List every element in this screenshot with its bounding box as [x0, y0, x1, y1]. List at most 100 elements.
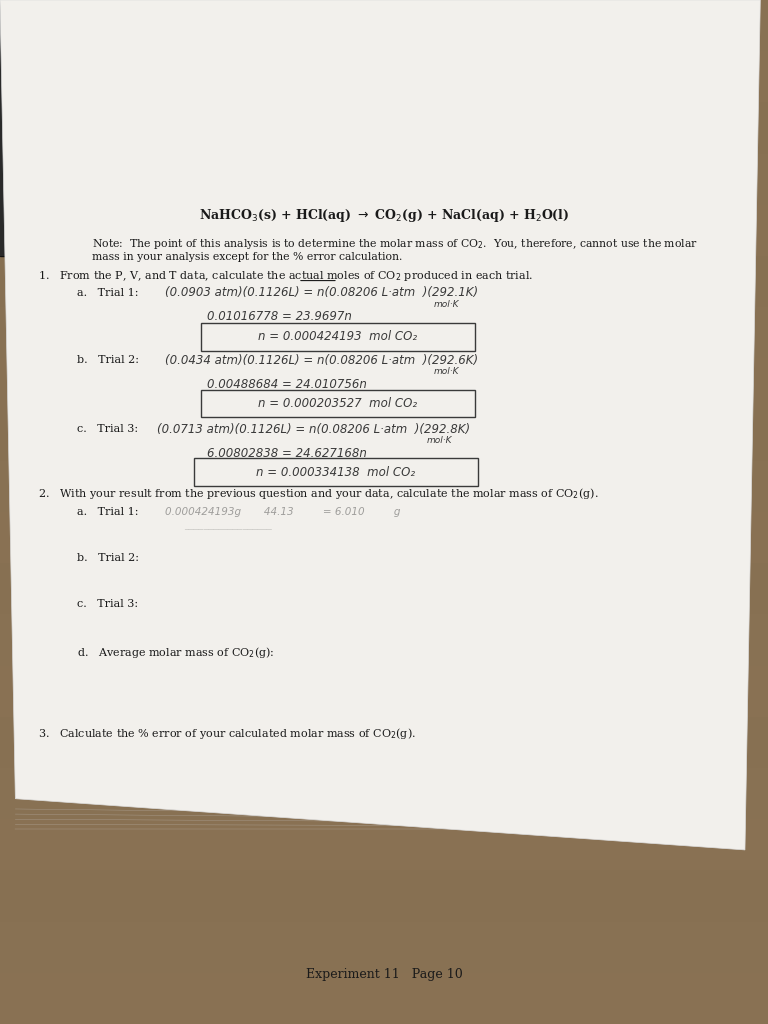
Text: TEXAS INSTRUMENTS: TEXAS INSTRUMENTS: [17, 90, 22, 166]
Text: NaHCO$_3$(s) + HCl(aq) $\rightarrow$ CO$_2$(g) + NaCl(aq) + H$_2$O(l): NaHCO$_3$(s) + HCl(aq) $\rightarrow$ CO$…: [199, 207, 569, 223]
Text: (0.0903 atm)(0.1126L) = n(0.08206 L·atm  )(292.1K): (0.0903 atm)(0.1126L) = n(0.08206 L·atm …: [165, 287, 478, 299]
Text: .: .: [685, 173, 688, 183]
Bar: [0, 154, 768, 205]
FancyBboxPatch shape: [662, 164, 711, 193]
FancyBboxPatch shape: [558, 136, 601, 161]
Bar: [0, 614, 768, 666]
Text: 1: 1: [627, 201, 634, 211]
Text: 3.   Calculate the % error of your calculated molar mass of CO$_2$(g).: 3. Calculate the % error of your calcula…: [38, 726, 416, 740]
FancyBboxPatch shape: [609, 167, 652, 191]
Bar: [0, 768, 768, 819]
Text: d.   Average molar mass of CO$_2$(g):: d. Average molar mass of CO$_2$(g):: [77, 645, 274, 659]
FancyBboxPatch shape: [352, 136, 395, 161]
Text: 4: 4: [571, 201, 578, 211]
Text: a.   Trial 1:: a. Trial 1:: [77, 507, 138, 517]
Text: x$^{-1}$: x$^{-1}$: [574, 187, 584, 198]
FancyBboxPatch shape: [606, 164, 655, 193]
FancyBboxPatch shape: [352, 195, 395, 219]
Text: b.   Trial 2:: b. Trial 2:: [77, 355, 139, 366]
Bar: [0, 870, 768, 922]
FancyBboxPatch shape: [494, 164, 543, 193]
Text: 5: 5: [571, 173, 578, 183]
Text: n = 0.000334138  mol CO₂: n = 0.000334138 mol CO₂: [257, 466, 415, 478]
Text: 6.00802838 = 24.627168n: 6.00802838 = 24.627168n: [207, 447, 367, 460]
FancyBboxPatch shape: [550, 133, 599, 162]
Text: PRB: PRB: [419, 190, 430, 195]
Bar: [0, 461, 768, 512]
Text: SIN: SIN: [523, 190, 532, 195]
FancyBboxPatch shape: [506, 223, 549, 248]
Bar: [0, 717, 768, 768]
Bar: [0, 0, 630, 256]
Text: DATA: DATA: [521, 162, 535, 166]
FancyBboxPatch shape: [455, 167, 498, 191]
Text: 6: 6: [571, 142, 578, 153]
Text: COS: COS: [574, 162, 584, 166]
Bar: [0, 410, 768, 461]
Bar: [0, 0, 768, 51]
Bar: [0, 0, 69, 256]
Text: Experiment 11   Page 10: Experiment 11 Page 10: [306, 969, 462, 981]
Text: MEMVAR: MEMVAR: [525, 236, 549, 240]
Text: 0: 0: [684, 201, 690, 211]
FancyBboxPatch shape: [609, 136, 652, 161]
Text: DRG: DRG: [367, 190, 379, 195]
FancyBboxPatch shape: [550, 191, 599, 220]
Text: c.   Trial 3:: c. Trial 3:: [77, 424, 138, 434]
FancyBboxPatch shape: [359, 226, 422, 250]
Text: 2: 2: [627, 173, 634, 183]
Bar: [0, 922, 768, 973]
Bar: [0, 973, 768, 1024]
FancyBboxPatch shape: [352, 223, 395, 248]
Text: 1.   From the P, V, and T data, calculate the actual moles of CO$_2$ produced in: 1. From the P, V, and T data, calculate …: [38, 269, 534, 284]
FancyBboxPatch shape: [662, 133, 711, 162]
FancyBboxPatch shape: [558, 195, 601, 219]
Text: mol·K: mol·K: [434, 300, 459, 308]
Text: n = 0.000424193  mol CO₂: n = 0.000424193 mol CO₂: [258, 331, 418, 343]
FancyBboxPatch shape: [455, 136, 498, 161]
Text: 0.01016778 = 23.9697n: 0.01016778 = 23.9697n: [207, 310, 353, 323]
Bar: [0, 666, 768, 717]
Text: 2.   With your result from the previous question and your data, calculate the mo: 2. With your result from the previous qu…: [38, 486, 599, 501]
FancyBboxPatch shape: [286, 226, 349, 250]
FancyBboxPatch shape: [578, 226, 641, 250]
FancyBboxPatch shape: [432, 226, 495, 250]
FancyBboxPatch shape: [606, 191, 655, 220]
Bar: [0, 563, 768, 614]
Bar: [0, 51, 768, 102]
FancyBboxPatch shape: [505, 226, 568, 250]
Text: n = 0.000203527  mol CO₂: n = 0.000203527 mol CO₂: [258, 397, 418, 410]
FancyBboxPatch shape: [214, 226, 276, 250]
FancyBboxPatch shape: [550, 164, 599, 193]
Bar: [0, 102, 768, 154]
Bar: [0, 307, 768, 358]
Text: (0.0713 atm)(0.1126L) = n(0.08206 L·atm  )(292.8K): (0.0713 atm)(0.1126L) = n(0.08206 L·atm …: [157, 423, 471, 435]
FancyBboxPatch shape: [403, 136, 446, 161]
Text: STO: STO: [604, 236, 615, 240]
Bar: [0, 256, 768, 307]
FancyBboxPatch shape: [558, 167, 601, 191]
Text: mol·K: mol·K: [426, 436, 452, 444]
Text: 7: 7: [515, 201, 521, 211]
Text: mass in your analysis except for the % error calculation.: mass in your analysis except for the % e…: [92, 252, 402, 262]
FancyBboxPatch shape: [606, 133, 655, 162]
Text: 3: 3: [627, 142, 634, 153]
FancyBboxPatch shape: [662, 191, 711, 220]
FancyBboxPatch shape: [558, 223, 601, 248]
Bar: [0, 358, 768, 410]
Text: b.   Trial 2:: b. Trial 2:: [77, 553, 139, 563]
Text: LN: LN: [241, 236, 249, 240]
FancyBboxPatch shape: [403, 195, 446, 219]
Text: Note:  The point of this analysis is to determine the molar mass of CO$_2$.  You: Note: The point of this analysis is to d…: [92, 237, 698, 251]
FancyBboxPatch shape: [141, 226, 204, 250]
FancyBboxPatch shape: [455, 223, 498, 248]
Bar: [0, 819, 768, 870]
Text: LOG: LOG: [167, 236, 177, 240]
Text: (0.0434 atm)(0.1126L) = n(0.08206 L·atm  )(292.6K): (0.0434 atm)(0.1126L) = n(0.08206 L·atm …: [165, 354, 478, 367]
Text: 2nd: 2nd: [94, 236, 104, 240]
Text: a.   Trial 1:: a. Trial 1:: [77, 288, 138, 298]
Polygon shape: [0, 0, 760, 850]
Text: x$^2$: x$^2$: [460, 232, 468, 243]
FancyBboxPatch shape: [609, 223, 652, 248]
Text: 0.00488684 = 24.010756n: 0.00488684 = 24.010756n: [207, 378, 367, 390]
